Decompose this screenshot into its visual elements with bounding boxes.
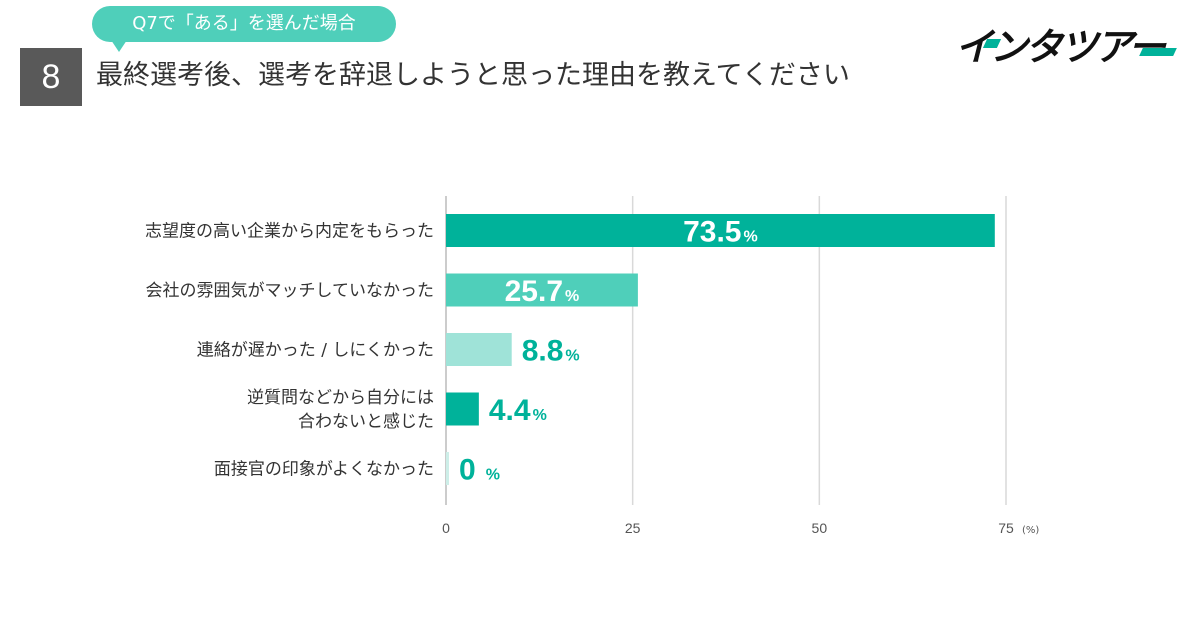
bar (446, 333, 512, 366)
condition-bubble: Q7で「ある」を選んだ場合 (92, 6, 396, 42)
page-title: 最終選考後、選考を辞退しようと思った理由を教えてください (96, 60, 850, 91)
x-tick-label: 50 (812, 520, 828, 536)
bubble-tail (111, 40, 127, 52)
question-number: 8 (20, 48, 82, 106)
category-label: 逆質問などから自分には合わないと感じた (247, 388, 434, 432)
bar (446, 273, 638, 307)
bar (446, 452, 449, 485)
bar (446, 392, 479, 426)
bar (446, 214, 995, 247)
x-tick-label: 0 (442, 520, 450, 536)
x-tick-label: 75 (998, 520, 1014, 536)
data-label: 0% (459, 454, 500, 487)
brand-logo: インタツアー (955, 22, 1180, 72)
category-label: 連絡が遅かった / しにくかった (197, 341, 434, 361)
x-tick-label: 25 (625, 520, 641, 536)
data-label: 25.7% (505, 275, 580, 308)
category-label: 面接官の印象がよくなかった (214, 460, 434, 480)
category-label: 会社の雰囲気がマッチしていなかった (146, 281, 435, 301)
data-label: 73.5% (683, 216, 758, 249)
data-label: 4.4% (489, 394, 547, 427)
x-unit-label: (%) (1022, 525, 1039, 536)
data-label: 8.8% (522, 335, 580, 368)
category-label: 志望度の高い企業から内定をもらった (145, 222, 434, 242)
